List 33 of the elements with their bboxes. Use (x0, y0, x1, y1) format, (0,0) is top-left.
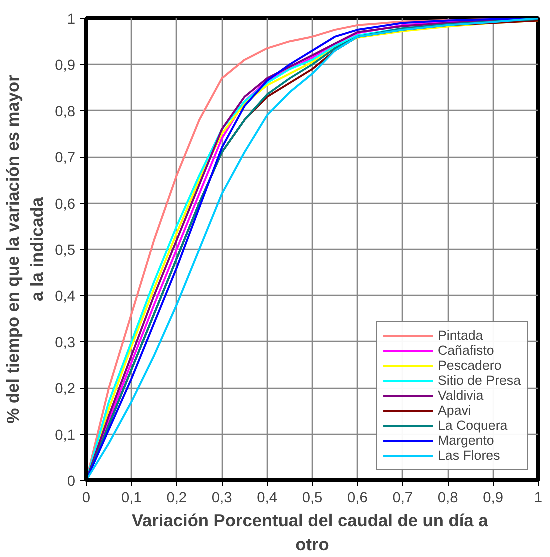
y-tick-label: 0,9 (55, 58, 76, 74)
legend-label: La Coquera (438, 418, 508, 433)
legend-label: Sitio de Presa (438, 373, 521, 388)
x-tick-label: 0,8 (438, 490, 458, 506)
legend-label: Margento (438, 433, 494, 448)
x-tick-label: 0,4 (257, 490, 278, 506)
y-tick-label: 0,5 (55, 243, 76, 259)
legend-label: Pescadero (438, 358, 502, 373)
x-tick-label: 0 (82, 490, 91, 506)
y-tick-label: 0,4 (55, 289, 76, 306)
y-tick-label: 0,3 (55, 335, 76, 352)
x-tick-label: 0,7 (392, 490, 414, 506)
y-tick-label: 0,1 (55, 428, 76, 444)
legend-label: Valdivia (438, 388, 484, 403)
legend-label: Las Flores (438, 448, 500, 463)
y-tick-label: 1 (67, 12, 76, 28)
x-tick-label: 0,5 (302, 490, 323, 506)
y-tick-label: 0,2 (55, 382, 76, 398)
y-axis-title: % del tiempo en que la variación es mayor a la indicada (3, 74, 48, 424)
x-tick-label: 0,1 (122, 490, 142, 506)
y-tick-label: 0,6 (55, 196, 76, 213)
x-tick-label: 0,9 (483, 490, 504, 506)
x-tick-label: 0,2 (166, 490, 188, 506)
legend-label: Apavi (438, 403, 472, 418)
y-tick-label: 0,8 (55, 104, 76, 120)
legend-label: Pintada (438, 328, 484, 343)
x-tick-label: 0,3 (212, 490, 232, 506)
x-tick-label: 1 (534, 490, 543, 506)
x-tick-label: 0,6 (348, 490, 368, 506)
legend-label: Cañafisto (438, 343, 494, 358)
y-tick-label: 0 (67, 474, 76, 490)
y-tick-label: 0,7 (55, 150, 76, 167)
x-axis-title: Variación Porcentual del caudal de un día a otro (132, 510, 489, 554)
